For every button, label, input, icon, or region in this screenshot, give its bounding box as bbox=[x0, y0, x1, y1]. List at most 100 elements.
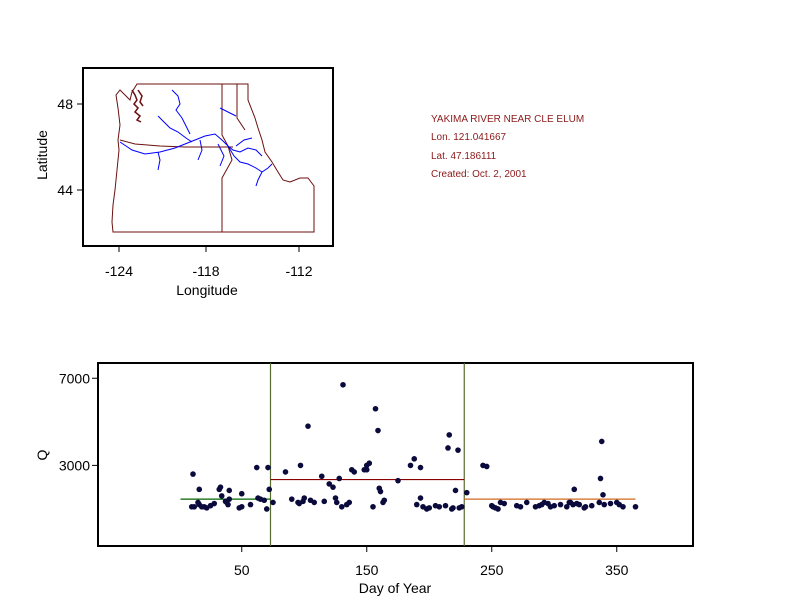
data-point bbox=[363, 466, 370, 473]
discharge-chart: 50 150 250 350 7000 3000 Day of Year Q bbox=[34, 362, 694, 596]
data-point bbox=[330, 484, 336, 490]
data-point bbox=[455, 447, 461, 453]
data-point bbox=[417, 464, 424, 471]
data-point bbox=[377, 488, 384, 495]
map-y-axis-label: Latitude bbox=[34, 130, 50, 180]
data-point bbox=[346, 499, 353, 506]
x-tick-label: 250 bbox=[480, 562, 504, 578]
data-point bbox=[417, 495, 424, 501]
outer-boundary bbox=[111, 83, 315, 233]
map-xtick-label: -124 bbox=[105, 263, 133, 279]
data-point bbox=[458, 503, 465, 510]
data-point bbox=[517, 503, 524, 510]
data-point bbox=[211, 500, 218, 507]
x-ticks: 50 150 250 350 bbox=[234, 546, 629, 578]
data-point bbox=[311, 499, 318, 506]
wa-or-border bbox=[119, 139, 233, 148]
data-point bbox=[270, 499, 276, 506]
data-point bbox=[563, 503, 570, 510]
upper-columbia bbox=[171, 89, 191, 135]
data-point bbox=[463, 489, 470, 496]
data-point bbox=[191, 503, 198, 510]
data-point bbox=[288, 496, 295, 502]
snake-upper bbox=[255, 171, 263, 187]
data-point bbox=[446, 432, 453, 438]
data-point bbox=[326, 481, 333, 487]
map-ytick-label: 44 bbox=[57, 182, 73, 198]
clearwater-river bbox=[235, 137, 253, 147]
data-point bbox=[601, 501, 608, 508]
spokane-river bbox=[219, 107, 237, 117]
data-point bbox=[495, 506, 501, 512]
data-point bbox=[557, 501, 564, 508]
data-point bbox=[501, 500, 508, 507]
data-point bbox=[366, 460, 373, 467]
x-axis-label: Day of Year bbox=[359, 580, 432, 596]
data-point bbox=[596, 499, 603, 506]
data-point bbox=[452, 487, 459, 494]
break-lines bbox=[269, 363, 465, 546]
data-point bbox=[436, 503, 443, 510]
deschutes-river bbox=[197, 139, 203, 161]
data-point bbox=[395, 477, 401, 484]
data-point bbox=[263, 506, 270, 512]
data-point bbox=[217, 484, 224, 490]
data-point bbox=[226, 496, 233, 502]
station-info: YAKIMA RIVER NEAR CLE ELUM Lon. 121.0416… bbox=[431, 114, 584, 180]
data-point bbox=[305, 423, 311, 429]
data-point bbox=[600, 492, 606, 498]
willamette-river bbox=[157, 151, 161, 171]
yakima-river bbox=[157, 115, 193, 143]
data-point bbox=[413, 501, 420, 508]
y-tick-label: 3000 bbox=[59, 457, 90, 473]
data-point bbox=[238, 490, 245, 497]
data-point bbox=[340, 381, 346, 388]
data-point bbox=[372, 405, 379, 412]
data-point bbox=[266, 486, 273, 493]
data-point bbox=[333, 499, 340, 506]
state-boundaries bbox=[111, 83, 315, 233]
data-point bbox=[632, 503, 639, 510]
data-point bbox=[598, 438, 605, 445]
data-point bbox=[582, 503, 589, 510]
data-point bbox=[218, 493, 225, 499]
data-point bbox=[332, 495, 339, 501]
data-point bbox=[261, 497, 268, 504]
data-point bbox=[620, 503, 626, 510]
data-point bbox=[442, 502, 449, 509]
data-point bbox=[225, 501, 231, 508]
y-tick-label: 7000 bbox=[59, 370, 90, 386]
data-point bbox=[321, 498, 328, 505]
data-point bbox=[318, 473, 325, 480]
station-longitude: Lon. 121.041667 bbox=[431, 132, 507, 143]
data-point bbox=[576, 501, 583, 508]
rivers bbox=[119, 89, 273, 187]
data-point bbox=[301, 495, 308, 501]
data-point bbox=[238, 503, 245, 510]
data-point bbox=[370, 503, 376, 510]
x-tick-label: 50 bbox=[234, 562, 250, 578]
x-tick-label: 350 bbox=[605, 562, 629, 578]
data-point bbox=[588, 502, 595, 509]
data-point bbox=[297, 462, 304, 469]
data-point bbox=[265, 464, 271, 471]
id-eastern-edge bbox=[236, 84, 246, 131]
data-point bbox=[523, 499, 530, 506]
data-point bbox=[351, 469, 358, 475]
map-frame bbox=[82, 67, 334, 247]
created-date: Created: Oct. 2, 2001 bbox=[431, 169, 527, 180]
data-point bbox=[483, 463, 490, 470]
y-ticks: 7000 3000 bbox=[59, 370, 98, 473]
id-western-border bbox=[221, 84, 233, 232]
data-point bbox=[190, 471, 196, 477]
data-point bbox=[282, 469, 289, 475]
columbia-river bbox=[119, 133, 263, 157]
y-axis-label: Q bbox=[34, 449, 50, 460]
data-point bbox=[407, 462, 414, 469]
map-x-axis-label: Longitude bbox=[176, 282, 238, 298]
map-ytick-label: 48 bbox=[57, 96, 73, 112]
data-point bbox=[253, 464, 260, 471]
map-xtick-label: -112 bbox=[286, 263, 313, 279]
data-point bbox=[338, 503, 345, 510]
